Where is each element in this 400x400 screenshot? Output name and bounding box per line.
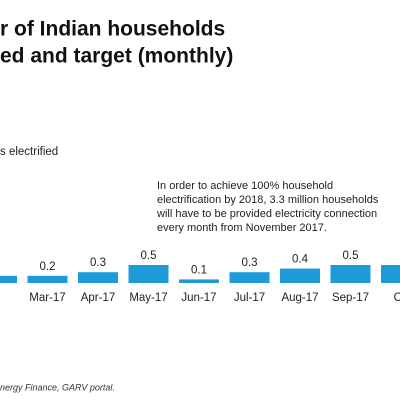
bar xyxy=(0,275,17,283)
annotation: electrification by 2018, 3.3 million hou… xyxy=(157,194,379,206)
annotation: every month from November 2017. xyxy=(157,222,327,234)
x-tick-label: Jun-17 xyxy=(181,292,216,304)
value-label: 0.3 xyxy=(242,257,258,269)
x-tick-label: Sep-17 xyxy=(332,292,369,304)
bar xyxy=(229,272,270,283)
bar xyxy=(27,275,68,283)
value-label: 0.5 xyxy=(141,250,157,262)
value-label: 0.5 xyxy=(343,250,359,262)
value-label: 0.4 xyxy=(292,254,309,266)
annotation: In order to achieve 100% household xyxy=(157,180,333,192)
bar xyxy=(78,272,118,283)
x-tick-label: Oc xyxy=(394,292,400,304)
legend-label: s electrified xyxy=(0,146,58,158)
chart-title: r of Indian households xyxy=(0,18,225,41)
bar xyxy=(330,265,371,283)
value-label: 0.3 xyxy=(90,257,106,269)
bar xyxy=(280,268,320,283)
bar xyxy=(128,265,169,283)
x-tick-label: May-17 xyxy=(129,292,167,304)
bar xyxy=(179,279,219,283)
x-tick-label: Aug-17 xyxy=(281,292,318,304)
x-tick-label: Mar-17 xyxy=(29,292,65,304)
annotation: will have to be provided electricity con… xyxy=(156,208,377,220)
x-tick-label: Jul-17 xyxy=(234,292,265,304)
x-tick-label: Apr-17 xyxy=(81,292,116,304)
chart-title: ed and target (monthly) xyxy=(0,45,233,68)
source: nergy Finance, GARV portal. xyxy=(0,382,115,392)
bar xyxy=(381,265,400,283)
value-label: 0.1 xyxy=(191,264,207,276)
value-label: 0.2 xyxy=(40,261,56,273)
